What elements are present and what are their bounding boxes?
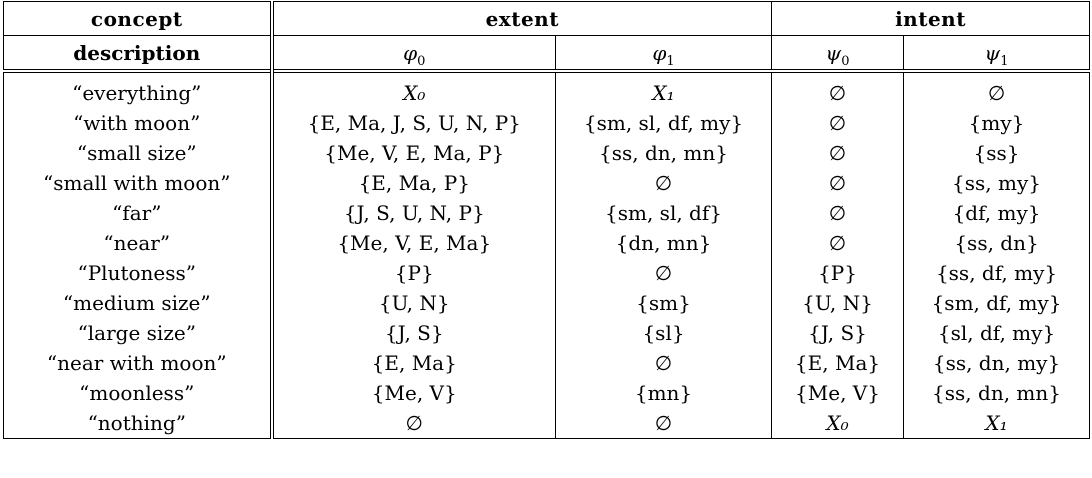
- phi1-symbol: φ: [652, 40, 667, 65]
- cell-description: “small with moon”: [3, 168, 274, 198]
- cell-phi1: {sm, sl, df}: [554, 198, 773, 228]
- header-extent: extent: [270, 1, 773, 36]
- cell-phi1: ∅: [554, 408, 773, 439]
- cell-description: “near”: [3, 228, 274, 258]
- cell-description: “medium size”: [3, 288, 274, 318]
- psi0-symbol: ψ: [825, 40, 842, 65]
- phi0-subscript: 0: [417, 53, 426, 69]
- psi1-subscript: 1: [1000, 53, 1009, 69]
- cell-psi1: {ss}: [903, 138, 1091, 168]
- cell-phi1: {sm, sl, df, my}: [554, 108, 773, 138]
- cell-phi0: {E, Ma, J, S, U, N, P}: [271, 108, 556, 138]
- header-description: description: [3, 35, 274, 71]
- cell-phi0: {U, N}: [271, 288, 556, 318]
- table-row: “far” {J, S, U, N, P} {sm, sl, df} ∅ {df…: [3, 198, 1091, 228]
- cell-phi0: X₀: [271, 71, 556, 108]
- cell-phi0: {J, S}: [271, 318, 556, 348]
- cell-phi0: {Me, V}: [271, 378, 556, 408]
- cell-phi1: {ss, dn, mn}: [554, 138, 773, 168]
- cell-phi1: {sm}: [554, 288, 773, 318]
- psi1-symbol: ψ: [984, 40, 1001, 65]
- phi1-subscript: 1: [666, 53, 675, 69]
- cell-phi1: ∅: [554, 348, 773, 378]
- cell-psi1: {df, my}: [903, 198, 1091, 228]
- cell-psi0: {J, S}: [771, 318, 905, 348]
- header-row-bottom: description φ0 φ1 ψ0 ψ1: [3, 35, 1091, 71]
- cell-psi1: {sm, df, my}: [903, 288, 1091, 318]
- cell-psi1: {ss, df, my}: [903, 258, 1091, 288]
- cell-psi0: ∅: [771, 228, 905, 258]
- header-concept: concept: [3, 1, 274, 36]
- cell-phi0: {E, Ma}: [271, 348, 556, 378]
- cell-psi1: {ss, my}: [903, 168, 1091, 198]
- cell-psi0: ∅: [771, 71, 905, 108]
- cell-phi0: {E, Ma, P}: [271, 168, 556, 198]
- cell-description: “everything”: [3, 71, 274, 108]
- cell-description: “large size”: [3, 318, 274, 348]
- cell-psi0: {Me, V}: [771, 378, 905, 408]
- header-psi1: ψ1: [903, 35, 1091, 71]
- cell-psi1: {sl, df, my}: [903, 318, 1091, 348]
- cell-phi1: ∅: [554, 168, 773, 198]
- cell-phi1: ∅: [554, 258, 773, 288]
- phi0-symbol: φ: [403, 40, 418, 65]
- cell-psi0: ∅: [771, 108, 905, 138]
- cell-phi1: {dn, mn}: [554, 228, 773, 258]
- table-row: “Plutoness” {P} ∅ {P} {ss, df, my}: [3, 258, 1091, 288]
- table-row: “near with moon” {E, Ma} ∅ {E, Ma} {ss, …: [3, 348, 1091, 378]
- cell-psi0: {U, N}: [771, 288, 905, 318]
- table-row: “small size” {Me, V, E, Ma, P} {ss, dn, …: [3, 138, 1091, 168]
- table-row: “medium size” {U, N} {sm} {U, N} {sm, df…: [3, 288, 1091, 318]
- concept-table: concept extent intent description φ0 φ1 …: [3, 1, 1091, 439]
- table-row: “large size” {J, S} {sl} {J, S} {sl, df,…: [3, 318, 1091, 348]
- table-row: “near” {Me, V, E, Ma} {dn, mn} ∅ {ss, dn…: [3, 228, 1091, 258]
- cell-phi0: ∅: [271, 408, 556, 439]
- cell-psi0: ∅: [771, 138, 905, 168]
- cell-phi0: {J, S, U, N, P}: [271, 198, 556, 228]
- cell-psi1: {ss, dn}: [903, 228, 1091, 258]
- cell-psi0: ∅: [771, 198, 905, 228]
- cell-phi0: {P}: [271, 258, 556, 288]
- psi0-subscript: 0: [841, 53, 850, 69]
- cell-description: “small size”: [3, 138, 274, 168]
- cell-description: “with moon”: [3, 108, 274, 138]
- header-psi0: ψ0: [771, 35, 905, 71]
- cell-description: “Plutoness”: [3, 258, 274, 288]
- cell-psi0: {E, Ma}: [771, 348, 905, 378]
- cell-psi1: {ss, dn, my}: [903, 348, 1091, 378]
- table-row: “nothing” ∅ ∅ X₀ X₁: [3, 408, 1091, 439]
- cell-psi0: {P}: [771, 258, 905, 288]
- cell-psi0: X₀: [771, 408, 905, 439]
- header-phi0: φ0: [271, 35, 556, 71]
- cell-psi1: {my}: [903, 108, 1091, 138]
- cell-phi1: {sl}: [554, 318, 773, 348]
- header-intent: intent: [771, 1, 1091, 36]
- cell-phi1: X₁: [554, 71, 773, 108]
- cell-phi0: {Me, V, E, Ma, P}: [271, 138, 556, 168]
- table-row: “moonless” {Me, V} {mn} {Me, V} {ss, dn,…: [3, 378, 1091, 408]
- cell-psi0: ∅: [771, 168, 905, 198]
- cell-psi1: X₁: [903, 408, 1091, 439]
- table-row: “everything” X₀ X₁ ∅ ∅: [3, 71, 1091, 108]
- cell-psi1: {ss, dn, mn}: [903, 378, 1091, 408]
- header-row-top: concept extent intent: [3, 1, 1091, 36]
- cell-phi0: {Me, V, E, Ma}: [271, 228, 556, 258]
- cell-description: “nothing”: [3, 408, 274, 439]
- table-row: “small with moon” {E, Ma, P} ∅ ∅ {ss, my…: [3, 168, 1091, 198]
- cell-description: “near with moon”: [3, 348, 274, 378]
- cell-description: “moonless”: [3, 378, 274, 408]
- table-row: “with moon” {E, Ma, J, S, U, N, P} {sm, …: [3, 108, 1091, 138]
- cell-psi1: ∅: [903, 71, 1091, 108]
- cell-description: “far”: [3, 198, 274, 228]
- cell-phi1: {mn}: [554, 378, 773, 408]
- header-phi1: φ1: [554, 35, 773, 71]
